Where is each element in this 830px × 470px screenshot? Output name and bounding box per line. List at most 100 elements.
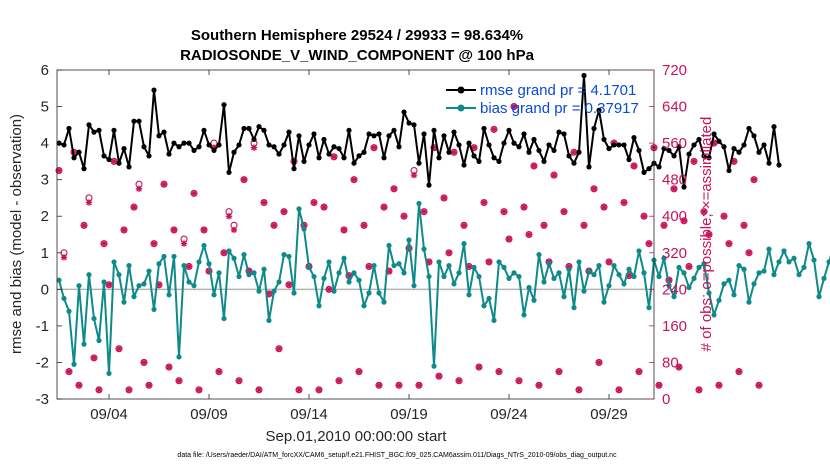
rmse-point [266, 142, 272, 148]
rmse-point [416, 160, 422, 166]
rmse-point [286, 129, 292, 135]
rmse-point [531, 136, 537, 143]
bias-point [606, 283, 612, 289]
obs-assimilated-point [710, 139, 718, 147]
bias-point [661, 255, 667, 261]
bias-point [726, 277, 732, 283]
bias-point [731, 292, 737, 298]
x-tick-label: 09/24 [490, 406, 528, 423]
bias-point [401, 270, 407, 276]
obs-assimilated-point [540, 222, 548, 229]
rmse-point [491, 155, 497, 161]
bias-point [341, 255, 347, 261]
obs-assimilated-point [190, 190, 198, 197]
bias-point [161, 253, 167, 260]
rmse-point [696, 136, 702, 143]
bias-point [461, 241, 467, 247]
obs-assimilated-point [705, 231, 713, 238]
rmse-point [71, 155, 77, 161]
obs-assimilated-point [255, 386, 263, 394]
rmse-point [221, 102, 227, 108]
bias-point [61, 295, 67, 302]
obs-assimilated-point [325, 286, 333, 293]
obs-assimilated-point [735, 368, 743, 375]
bias-point [756, 270, 762, 276]
y-right-tick-label: 240 [662, 281, 687, 298]
obs-assimilated-point [355, 368, 363, 375]
rmse-point [401, 109, 407, 115]
obs-assimilated-point [435, 372, 443, 380]
bias-point [201, 242, 207, 249]
rmse-point [511, 140, 517, 146]
obs-assimilated-point [260, 199, 268, 206]
rmse-point [156, 133, 162, 139]
rmse-point [766, 160, 772, 166]
bias-point [361, 303, 367, 309]
obs-assimilated-point [65, 368, 73, 375]
rmse-point [751, 133, 757, 139]
y-left-tick-label: -3 [36, 391, 49, 408]
rmse-point [746, 125, 752, 132]
obs-assimilated-point [600, 203, 608, 211]
rmse-point [341, 155, 347, 161]
bias-point [696, 264, 702, 270]
bias-point [536, 252, 542, 258]
bias-point [761, 268, 767, 274]
bias-point [221, 315, 227, 322]
rmse-point [201, 127, 207, 133]
rmse-point [666, 147, 672, 154]
rmse-point [546, 142, 552, 148]
bias-point [571, 305, 577, 311]
bias-point [366, 290, 372, 296]
bias-point [791, 255, 797, 261]
y-left-tick-label: 2 [41, 208, 49, 225]
bias-point [391, 262, 397, 269]
bias-point [216, 270, 222, 276]
bias-point [636, 248, 642, 254]
obs-assimilated-point [140, 359, 148, 366]
bias-point [436, 259, 442, 265]
rmse-point [161, 129, 167, 135]
bias-point [206, 261, 212, 267]
bias-point [116, 272, 122, 278]
plot-area [57, 70, 654, 399]
rmse-point [171, 140, 177, 146]
rmse-point [661, 145, 667, 152]
bias-point [316, 303, 322, 309]
bias-point [701, 261, 707, 267]
rmse-point [576, 149, 582, 155]
obs-assimilated-point [250, 144, 258, 151]
obs-assimilated-point [680, 217, 688, 224]
bias-point [251, 270, 257, 276]
obs-assimilated-point [360, 222, 368, 229]
bias-point [576, 259, 582, 265]
bias-point [396, 261, 402, 267]
bias-point [686, 284, 692, 291]
bias-point [261, 266, 267, 272]
bias-point [626, 266, 632, 272]
obs-assimilated-point [535, 382, 543, 389]
obs-assimilated-point [75, 382, 83, 389]
obs-assimilated-point [560, 208, 568, 215]
obs-assimilated-point [150, 240, 158, 247]
bias-point [121, 299, 127, 305]
bias-point [351, 270, 357, 276]
obs-assimilated-point [310, 199, 318, 206]
obs-assimilated-point [635, 368, 643, 375]
obs-assimilated-point [135, 185, 143, 193]
bias-point [166, 292, 172, 298]
rmse-point [256, 124, 262, 130]
rmse-point [276, 151, 282, 157]
y-left-tick-label: -1 [36, 318, 49, 335]
rmse-point [381, 155, 387, 161]
bias-point [716, 297, 722, 303]
rmse-point [461, 162, 467, 168]
obs-assimilated-point [160, 181, 168, 188]
obs-assimilated-point [365, 263, 373, 270]
obs-assimilated-point [655, 382, 663, 389]
rmse-point [331, 144, 337, 150]
bias-point [816, 294, 822, 300]
y-right-tick-label: 160 [662, 318, 687, 335]
x-axis-label: Sep.01,2010 00:00:00 start [266, 428, 448, 445]
bias-point [751, 281, 757, 287]
